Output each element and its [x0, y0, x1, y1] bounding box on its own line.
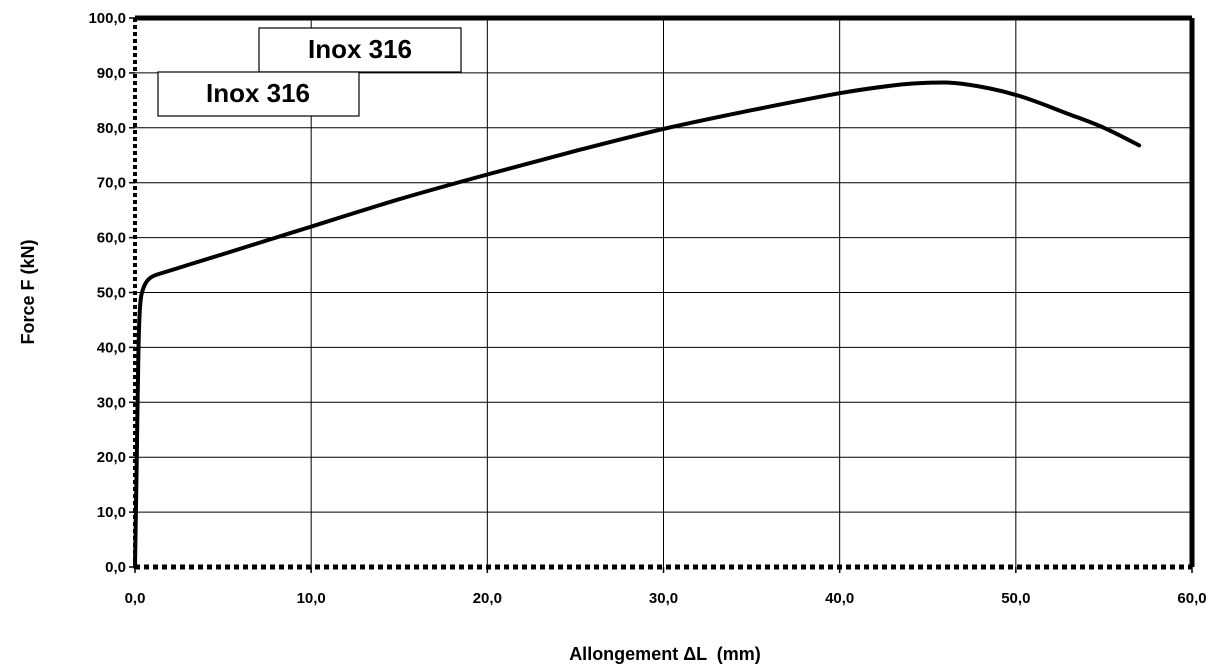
legend-box-2: Inox 316 — [157, 71, 360, 117]
x-axis-title: Allongement ΔL (mm) — [569, 644, 761, 664]
y-tick-labels: 0,0 10,0 20,0 30,0 40,0 50,0 60,0 70,0 80,0 90,0 1… — [88, 10, 126, 576]
y-tick-label: 100,0 — [88, 10, 126, 27]
legend-box-1: Inox 316 — [258, 27, 462, 73]
x-tick-label: 30,0 — [649, 590, 678, 607]
series-line-inox-316 — [133, 80, 1142, 569]
x-tick-label: 40,0 — [825, 590, 854, 607]
grid — [135, 18, 1192, 567]
y-tick-label: 90,0 — [97, 65, 126, 82]
y-tick-label: 70,0 — [97, 175, 126, 192]
x-tick-label: 10,0 — [297, 590, 326, 607]
x-tick-label: 0,0 — [125, 590, 146, 607]
x-tick-label: 20,0 — [473, 590, 502, 607]
y-axis-title: Force F (kN) — [18, 239, 38, 344]
legend-label-2: Inox 316 — [206, 78, 310, 108]
y-tick-label: 10,0 — [97, 504, 126, 521]
x-tick-label: 60,0 — [1177, 590, 1206, 607]
y-tick-label: 30,0 — [97, 394, 126, 411]
y-tick-label: 20,0 — [97, 449, 126, 466]
y-tick-label: 0,0 — [105, 559, 126, 576]
y-tick-label: 60,0 — [97, 230, 126, 247]
y-tick-label: 40,0 — [97, 339, 126, 356]
legend-label-1: Inox 316 — [308, 34, 412, 64]
series-layer — [133, 80, 1142, 569]
x-tick-label: 50,0 — [1001, 590, 1030, 607]
y-tick-label: 80,0 — [97, 120, 126, 137]
x-tick-labels: 0,0 10,0 20,0 30,0 40,0 50,0 60,0 — [125, 590, 1207, 607]
y-tick-label: 50,0 — [97, 285, 126, 302]
